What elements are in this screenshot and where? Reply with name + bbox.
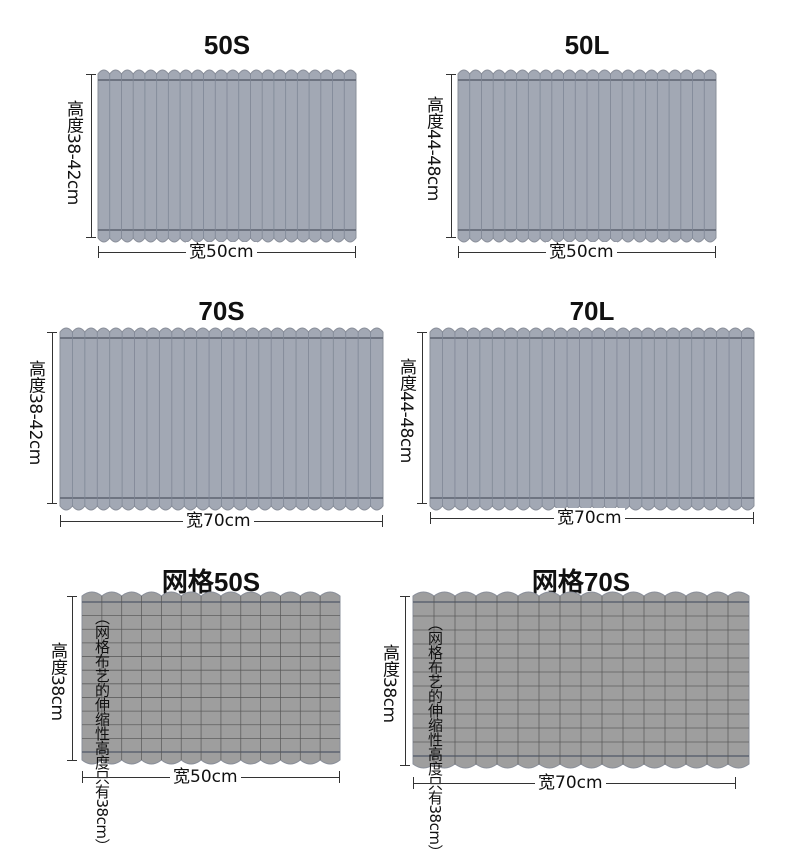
height-dimension-cap [417, 503, 427, 504]
panel-title: 50S [203, 30, 251, 60]
width-dimension-cap [430, 512, 431, 524]
height-dimension-line [451, 74, 452, 238]
panel-title: 70L [569, 296, 615, 326]
width-dimension-cap [413, 777, 414, 789]
panel-title: 50L [564, 30, 610, 60]
height-dimension-cap [86, 74, 96, 75]
height-dimension-cap [86, 237, 96, 238]
width-dimension-cap [60, 515, 61, 527]
height-dimension-cap [417, 332, 427, 333]
pleated-shade-image [457, 69, 717, 243]
width-dimension-cap [715, 246, 716, 258]
height-label: 高度38cm [47, 642, 67, 721]
height-dimension-line [72, 596, 73, 761]
mesh-shade-image [81, 591, 341, 765]
panel-title: 70S [198, 296, 245, 326]
height-dimension-cap [67, 760, 77, 761]
width-dimension-cap [753, 512, 754, 524]
width-label: 宽50cm [546, 242, 617, 262]
width-dimension-cap [82, 771, 83, 783]
height-label: 高度38-42cm [25, 360, 45, 465]
mesh-shade-image [412, 591, 750, 769]
width-label: 宽70cm [554, 508, 625, 528]
width-dimension-cap [458, 246, 459, 258]
pleated-shade-image [429, 327, 755, 511]
pleated-shade-image [97, 69, 357, 243]
height-dimension-cap [47, 332, 57, 333]
width-dimension-cap [339, 771, 340, 783]
fabric-body [81, 591, 341, 765]
height-dimension-cap [446, 237, 456, 238]
width-dimension-cap [355, 246, 356, 258]
height-dimension-cap [47, 503, 57, 504]
height-label: 高度38cm [379, 644, 399, 723]
width-label: 宽70cm [183, 511, 254, 531]
height-dimension-line [52, 332, 53, 504]
height-dimension-line [422, 332, 423, 504]
height-dimension-line [91, 74, 92, 238]
height-dimension-cap [400, 596, 410, 597]
width-label: 宽50cm [186, 242, 257, 262]
width-label: 宽70cm [535, 773, 606, 793]
width-dimension-cap [98, 246, 99, 258]
height-label: 高度38-42cm [63, 100, 83, 205]
width-label: 宽50cm [170, 767, 241, 787]
height-label: 高度44-48cm [423, 96, 443, 201]
height-dimension-line [405, 596, 406, 766]
pleated-shade-image [59, 327, 384, 511]
width-dimension-cap [735, 777, 736, 789]
height-label: 高度44-48cm [396, 358, 416, 463]
height-dimension-cap [67, 596, 77, 597]
height-dimension-cap [400, 765, 410, 766]
mesh-elasticity-note: （网格布艺的伸缩性高度只有38cm） [93, 610, 111, 853]
height-dimension-cap [446, 74, 456, 75]
mesh-elasticity-note: （网格布艺的伸缩性高度只有38cm） [426, 616, 444, 859]
width-dimension-cap [382, 515, 383, 527]
